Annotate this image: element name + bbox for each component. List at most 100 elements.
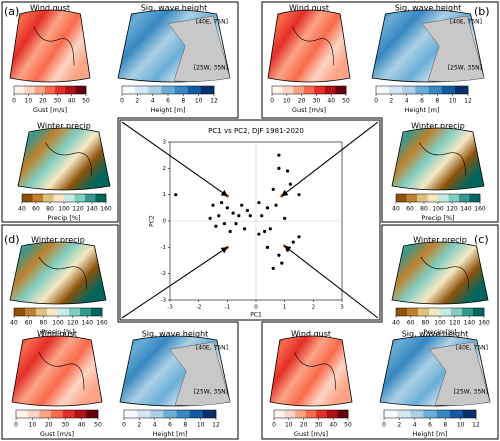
colorbar-cell bbox=[163, 410, 177, 418]
colorbar-cell bbox=[459, 194, 470, 202]
colorbar-label: Height [m] bbox=[151, 106, 186, 114]
colorbar-tick-label: 40 bbox=[327, 98, 335, 105]
colorbar-tick-label: 12 bbox=[212, 422, 220, 429]
colorbar-cell bbox=[440, 308, 452, 316]
point bbox=[297, 193, 301, 197]
colorbar-cell bbox=[462, 410, 477, 418]
point bbox=[240, 203, 244, 207]
colorbar-tick-label: 0 bbox=[374, 98, 378, 105]
colorbar-cell bbox=[407, 308, 419, 316]
colorbar-tick-label: 80 bbox=[422, 320, 430, 327]
y-tick-label: 3 bbox=[163, 140, 167, 146]
point bbox=[268, 227, 272, 231]
colorbar-cell bbox=[74, 410, 87, 418]
colorbar-tick-label: 120 bbox=[446, 206, 458, 213]
point bbox=[274, 203, 278, 207]
colorbar-cell bbox=[462, 308, 474, 316]
colorbar-tick-label: 140 bbox=[86, 206, 98, 213]
colorbar-cell bbox=[74, 194, 86, 202]
colorbar-cell bbox=[423, 410, 437, 418]
colorbar-tick-label: 0 bbox=[382, 422, 386, 429]
colorbar-cell bbox=[376, 86, 390, 94]
colorbar-tick-label: 10 bbox=[195, 98, 203, 105]
colorbar-tick-label: 4 bbox=[413, 422, 417, 429]
colorbar-cell bbox=[441, 86, 456, 94]
colorbar-tick-label: 10 bbox=[25, 98, 33, 105]
corner-label: [40E, 75N] bbox=[456, 345, 488, 352]
colorbar-tick-label: 60 bbox=[32, 206, 40, 213]
colorbar-cell bbox=[303, 86, 315, 94]
x-tick-label: -3 bbox=[167, 305, 173, 311]
colorbar-tick-label: 80 bbox=[46, 206, 54, 213]
y-tick-label: 2 bbox=[163, 166, 167, 172]
colorbar-tick-label: 40 bbox=[329, 422, 337, 429]
colorbar-cell bbox=[22, 194, 33, 202]
colorbar-tick-label: 160 bbox=[478, 320, 490, 327]
point bbox=[271, 266, 275, 270]
colorbar-cell bbox=[295, 410, 307, 418]
map bbox=[9, 241, 107, 305]
colorbar-cell bbox=[389, 86, 403, 94]
y-tick-label: -3 bbox=[161, 298, 167, 304]
colorbar-cell bbox=[95, 194, 107, 202]
point bbox=[257, 232, 261, 236]
point bbox=[283, 216, 287, 220]
colorbar-cell bbox=[418, 308, 430, 316]
colorbar-tick-label: 0 bbox=[14, 422, 18, 429]
colorbar-cell bbox=[396, 194, 407, 202]
point bbox=[288, 182, 292, 186]
point bbox=[245, 208, 249, 213]
colorbar-tick-label: 30 bbox=[313, 98, 321, 105]
map-title: Sig. wave height bbox=[142, 330, 209, 339]
colorbar-cell bbox=[16, 410, 29, 418]
colorbar-label: Gust [m/s] bbox=[40, 430, 74, 438]
colorbar-tick-label: 120 bbox=[72, 206, 84, 213]
coastline bbox=[294, 352, 336, 390]
panel-label: (d) bbox=[4, 233, 20, 246]
point bbox=[231, 211, 235, 215]
chart-title: PC1 vs PC2, DJF 1981-2020 bbox=[208, 127, 304, 135]
x-tick-label: 1 bbox=[283, 305, 287, 311]
panel-label: (a) bbox=[4, 5, 19, 18]
colorbar-tick-label: 10 bbox=[197, 422, 205, 429]
colorbar-cell bbox=[58, 308, 70, 316]
colorbar-cell bbox=[427, 194, 439, 202]
colorbar-cell bbox=[32, 194, 44, 202]
y-tick-label: -2 bbox=[161, 271, 166, 277]
colorbar-tick-label: 80 bbox=[420, 206, 428, 213]
colorbar-cell bbox=[189, 410, 204, 418]
colorbar-tick-label: 4 bbox=[405, 98, 409, 105]
colorbar-cell bbox=[51, 410, 64, 418]
colorbar-tick-label: 6 bbox=[166, 98, 170, 105]
colorbar-cell bbox=[62, 410, 75, 418]
colorbar-cell bbox=[284, 410, 296, 418]
x-tick-label: 3 bbox=[340, 305, 344, 311]
colorbar-cell bbox=[85, 194, 96, 202]
colorbar-tick-label: 160 bbox=[100, 206, 112, 213]
colorbar-cell bbox=[14, 86, 25, 94]
colorbar-cell bbox=[384, 410, 398, 418]
colorbar-tick-label: 2 bbox=[135, 98, 139, 105]
colorbar-cell bbox=[43, 194, 54, 202]
colorbar-cell bbox=[473, 308, 485, 316]
colorbar-tick-label: 20 bbox=[45, 422, 53, 429]
point bbox=[228, 229, 232, 234]
point bbox=[214, 224, 218, 228]
colorbar-frame bbox=[13, 85, 87, 95]
map-title: Wind gust bbox=[37, 330, 77, 339]
point bbox=[280, 261, 284, 265]
colorbar-tick-label: 60 bbox=[407, 320, 415, 327]
colorbar-label: Height [m] bbox=[405, 106, 440, 114]
map bbox=[267, 9, 351, 83]
colorbar-tick-label: 120 bbox=[449, 320, 461, 327]
point bbox=[217, 214, 221, 218]
colorbar-tick-label: 50 bbox=[342, 98, 350, 105]
colorbar-cell bbox=[55, 86, 66, 94]
colorbar-cell bbox=[69, 308, 81, 316]
point bbox=[222, 222, 227, 226]
colorbar-cell bbox=[86, 410, 99, 418]
map-title: Winter precip bbox=[31, 236, 85, 245]
point bbox=[263, 229, 267, 234]
